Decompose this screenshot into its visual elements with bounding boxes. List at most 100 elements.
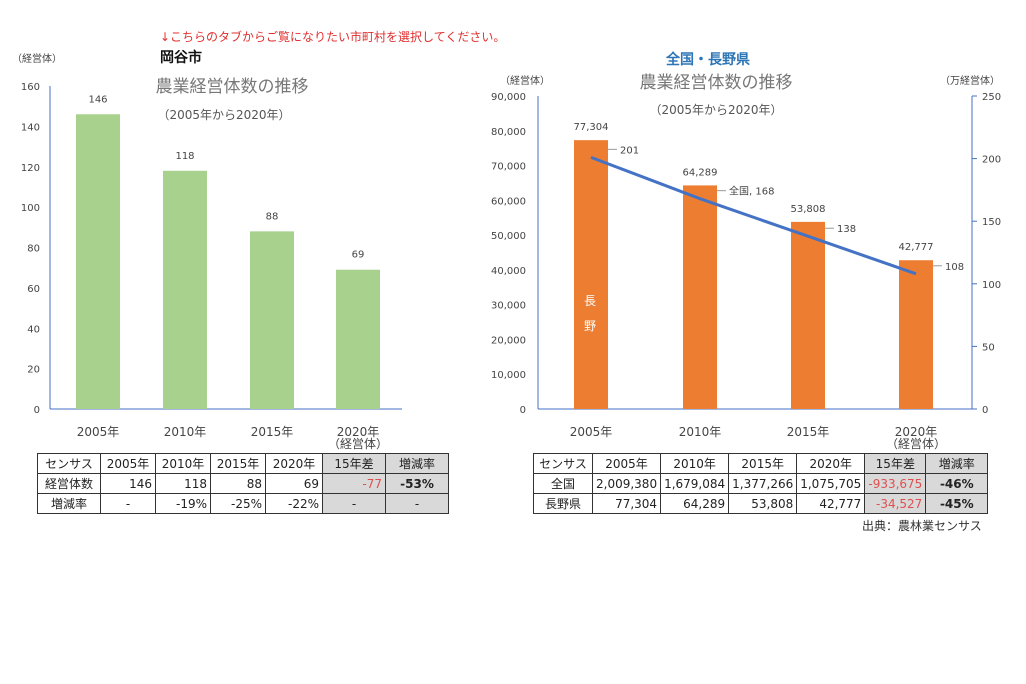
bar (791, 221, 825, 409)
y-tick-label: 30,000 (491, 301, 526, 312)
chart-heading: 全国・長野県 (665, 51, 750, 68)
table-cell: 69 (265, 473, 323, 494)
table-cell: - (100, 493, 156, 514)
table-cell: -933,675 (864, 473, 927, 494)
y-tick-label: 100 (21, 203, 40, 214)
table-cell: -19% (155, 493, 211, 514)
chart-title: 農業経営体数の推移 (640, 73, 793, 93)
y-tick-label: 50,000 (491, 231, 526, 242)
y-tick-label: 0 (520, 405, 526, 416)
table-cell: 1,075,705 (796, 473, 866, 494)
table-header: センサス 2005年 2010年 2015年 2020年 15年差 増減率 (533, 453, 989, 474)
y2-tick-label: 200 (982, 155, 1001, 166)
y-tick-label: 80,000 (491, 127, 526, 138)
table-cell: センサス (37, 453, 101, 474)
x-tick-label: 2010年 (679, 425, 722, 439)
table-cell: -46% (925, 473, 989, 494)
y-axis-label: （経営体） (12, 52, 62, 65)
table-cell: 1,679,084 (660, 473, 730, 494)
y-tick-label: 90,000 (491, 92, 526, 103)
table-cell: 15年差 (864, 453, 927, 474)
y2-tick-label: 100 (982, 280, 1001, 291)
table-cell: 全国 (533, 473, 593, 494)
x-tick-label: 2020年 (337, 425, 380, 439)
table-row: 長野県 77,304 64,289 53,808 42,777 -34,527 -45% (533, 493, 989, 514)
table-cell: センサス (533, 453, 593, 474)
y-tick-label: 40 (27, 324, 40, 335)
y2-tick-label: 250 (982, 92, 1001, 103)
table-row: 全国 2,009,380 1,679,084 1,377,266 1,075,705 -9… (533, 473, 989, 494)
y2-tick-label: 150 (982, 217, 1001, 228)
table-cell: -45% (925, 493, 989, 514)
notice-text: ↓こちらのタブからご覧になりたい市町村を選択してください。 (160, 30, 506, 44)
bar (336, 269, 380, 409)
x-tick-label: 2015年 (787, 425, 830, 439)
y-tick-label: 120 (21, 163, 40, 174)
table-row: 増減率 - -19% -25% -22% - - (37, 493, 449, 514)
table-cell: 1,377,266 (728, 473, 798, 494)
table-cell: 2015年 (728, 453, 798, 474)
table-cell: 経営体数 (37, 473, 101, 494)
table-cell: -53% (385, 473, 449, 494)
source-note: 出典：農林業センサス (862, 519, 982, 533)
bar (683, 185, 717, 409)
y-tick-label: 60,000 (491, 196, 526, 207)
table-cell: 増減率 (385, 453, 449, 474)
table-cell: 2010年 (155, 453, 211, 474)
y-axis-label: （経営体） (500, 74, 550, 87)
chart-heading: 岡谷市 (160, 49, 202, 66)
chart-subtitle: （2005年から2020年） (157, 108, 290, 122)
x-unit-label: （経営体） (328, 437, 388, 451)
y-tick-label: 80 (27, 244, 40, 255)
data-label: 118 (175, 151, 194, 162)
table-cell: 42,777 (796, 493, 866, 514)
table-cell: 2005年 (591, 453, 662, 474)
table-cell: -34,527 (864, 493, 927, 514)
bar-data-label: 42,777 (899, 242, 934, 253)
table-cell: - (322, 493, 386, 514)
bar (76, 114, 120, 409)
table-cell: 2020年 (265, 453, 323, 474)
bar-data-label: 77,304 (574, 122, 609, 133)
table-cell: 146 (100, 473, 156, 494)
bar (899, 260, 933, 409)
y-tick-label: 10,000 (491, 370, 526, 381)
line-data-label: 全国, 168 (729, 185, 774, 198)
table-header: センサス 2005年 2010年 2015年 2020年 15年差 増減率 (37, 453, 449, 474)
line-series (590, 155, 917, 276)
bar (574, 140, 608, 409)
y-tick-label: 140 (21, 122, 40, 133)
table-cell: 53,808 (728, 493, 798, 514)
bar (250, 231, 294, 409)
x-unit-label: （経営体） (886, 437, 946, 451)
series-label: 長 (584, 294, 596, 308)
bar-data-label: 64,289 (683, 167, 718, 178)
y-tick-label: 160 (21, 82, 40, 93)
y-tick-label: 60 (27, 284, 40, 295)
line-data-label: 108 (945, 262, 964, 273)
chart-title: 農業経営体数の推移 (156, 77, 309, 97)
line-data-label: 138 (837, 224, 856, 235)
y-tick-label: 0 (34, 405, 40, 416)
table-cell: 88 (210, 473, 266, 494)
x-tick-label: 2005年 (77, 425, 120, 439)
okaya-table: センサス 2005年 2010年 2015年 2020年 15年差 増減率 経営体数 146 11… (37, 453, 449, 514)
table-cell: 2020年 (796, 453, 866, 474)
y2-axis-label: （万経営体） (940, 74, 1000, 87)
x-tick-label: 2005年 (570, 425, 613, 439)
table-cell: 15年差 (322, 453, 386, 474)
nagano-table: センサス 2005年 2010年 2015年 2020年 15年差 増減率 全国 2,009,3… (533, 453, 989, 514)
data-label: 88 (266, 211, 279, 222)
table-cell: 増減率 (925, 453, 989, 474)
series-label: 野 (584, 319, 596, 333)
chart-subtitle: （2005年から2020年） (649, 103, 782, 117)
bar (163, 170, 207, 409)
line-data-label: 201 (620, 145, 639, 156)
y-tick-label: 20 (27, 365, 40, 376)
x-tick-label: 2010年 (164, 425, 207, 439)
table-cell: 増減率 (37, 493, 101, 514)
data-label: 69 (352, 250, 365, 261)
table-cell: 2015年 (210, 453, 266, 474)
table-cell: 2005年 (100, 453, 156, 474)
